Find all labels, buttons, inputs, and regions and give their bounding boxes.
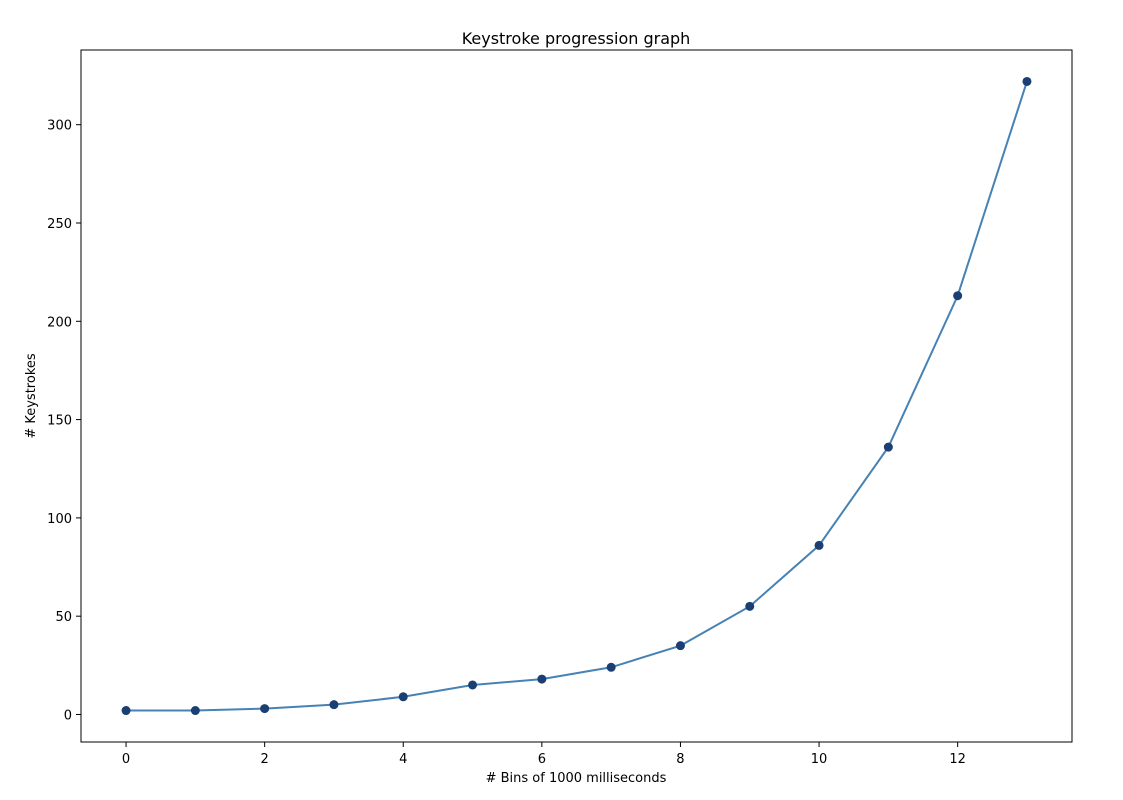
x-axis-label: # Bins of 1000 milliseconds bbox=[486, 771, 667, 786]
plot-area: 0 2 4 6 8 10 12 0 50 100 150 200 250 300 bbox=[47, 49, 1073, 767]
series-points bbox=[121, 76, 1032, 716]
y-tick-label: 100 bbox=[47, 512, 72, 527]
x-tick-label: 4 bbox=[399, 752, 407, 767]
data-point bbox=[883, 442, 893, 452]
data-point bbox=[260, 704, 270, 714]
x-axis-ticks: 0 2 4 6 8 10 12 bbox=[122, 742, 966, 767]
x-tick-label: 8 bbox=[676, 752, 684, 767]
y-tick-label: 300 bbox=[47, 119, 72, 134]
data-point bbox=[537, 674, 547, 684]
x-tick-label: 10 bbox=[811, 752, 828, 767]
y-tick-label: 0 bbox=[64, 708, 72, 723]
y-axis-ticks: 0 50 100 150 200 250 300 bbox=[47, 119, 81, 723]
data-point bbox=[606, 662, 616, 672]
y-tick-label: 250 bbox=[47, 217, 72, 232]
data-point bbox=[329, 700, 339, 710]
data-point bbox=[121, 706, 131, 716]
data-point bbox=[675, 641, 685, 651]
data-point bbox=[1022, 76, 1032, 86]
data-point bbox=[814, 540, 824, 550]
chart-title: Keystroke progression graph bbox=[462, 29, 691, 48]
data-point bbox=[398, 692, 408, 702]
y-tick-label: 50 bbox=[55, 610, 72, 625]
y-tick-label: 150 bbox=[47, 414, 72, 429]
x-tick-label: 0 bbox=[122, 752, 130, 767]
data-point bbox=[745, 601, 755, 611]
data-point bbox=[953, 291, 963, 301]
data-point bbox=[468, 680, 478, 690]
y-axis-label: # Keystrokes bbox=[24, 353, 39, 439]
plot-frame bbox=[80, 49, 1073, 743]
x-tick-label: 6 bbox=[538, 752, 546, 767]
series-line bbox=[126, 81, 1028, 712]
data-point bbox=[190, 706, 200, 716]
y-tick-label: 200 bbox=[47, 315, 72, 330]
x-tick-label: 12 bbox=[949, 752, 966, 767]
x-tick-label: 2 bbox=[261, 752, 269, 767]
